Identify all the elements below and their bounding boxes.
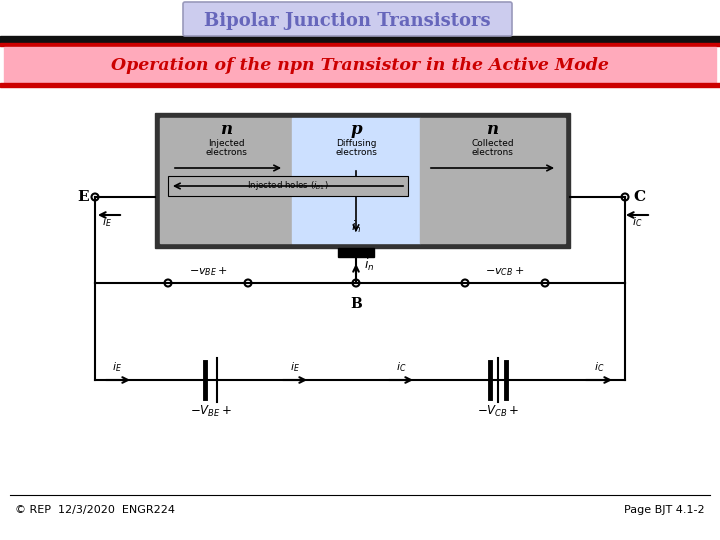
Bar xyxy=(4,47,716,83)
Text: $-V_{BE} +$: $-V_{BE} +$ xyxy=(190,404,232,419)
Text: Bipolar Junction Transistors: Bipolar Junction Transistors xyxy=(204,12,490,30)
Text: $i_n$: $i_n$ xyxy=(351,219,361,235)
Bar xyxy=(160,118,292,243)
Text: electrons: electrons xyxy=(472,148,513,157)
Text: n: n xyxy=(487,122,498,138)
Bar xyxy=(0,83,720,87)
Bar xyxy=(420,118,565,243)
Bar xyxy=(155,113,570,248)
Text: Injected: Injected xyxy=(207,139,244,148)
FancyBboxPatch shape xyxy=(183,2,512,36)
Text: Injected holes ($i_{B1}$): Injected holes ($i_{B1}$) xyxy=(247,179,329,192)
Text: © REP  12/3/2020  ENGR224: © REP 12/3/2020 ENGR224 xyxy=(15,505,175,515)
Text: p: p xyxy=(350,122,362,138)
Text: C: C xyxy=(633,190,645,204)
Text: $i_E$: $i_E$ xyxy=(290,360,300,374)
Text: $i_E$: $i_E$ xyxy=(112,360,122,374)
Text: n: n xyxy=(220,122,232,138)
Bar xyxy=(338,248,374,257)
Text: $i_C$: $i_C$ xyxy=(631,215,642,229)
Text: electrons: electrons xyxy=(205,148,247,157)
Text: $i_n$: $i_n$ xyxy=(364,257,374,273)
Text: $i_C$: $i_C$ xyxy=(594,360,604,374)
Text: B: B xyxy=(350,297,362,311)
Text: Diffusing: Diffusing xyxy=(336,139,377,148)
Text: E: E xyxy=(77,190,89,204)
Text: electrons: electrons xyxy=(335,148,377,157)
Bar xyxy=(292,118,420,243)
Text: $i_C$: $i_C$ xyxy=(396,360,406,374)
Text: Page BJT 4.1-2: Page BJT 4.1-2 xyxy=(624,505,705,515)
Text: Collected: Collected xyxy=(471,139,514,148)
Text: $- v_{CB} +$: $- v_{CB} +$ xyxy=(485,265,525,278)
Bar xyxy=(0,43,720,46)
Text: $- v_{BE} +$: $- v_{BE} +$ xyxy=(189,265,228,278)
Bar xyxy=(168,176,408,196)
Text: Operation of the npn Transistor in the Active Mode: Operation of the npn Transistor in the A… xyxy=(111,57,609,75)
Text: $i_E$: $i_E$ xyxy=(102,215,112,229)
Text: $-V_{CB} +$: $-V_{CB} +$ xyxy=(477,404,519,419)
Bar xyxy=(0,36,720,43)
